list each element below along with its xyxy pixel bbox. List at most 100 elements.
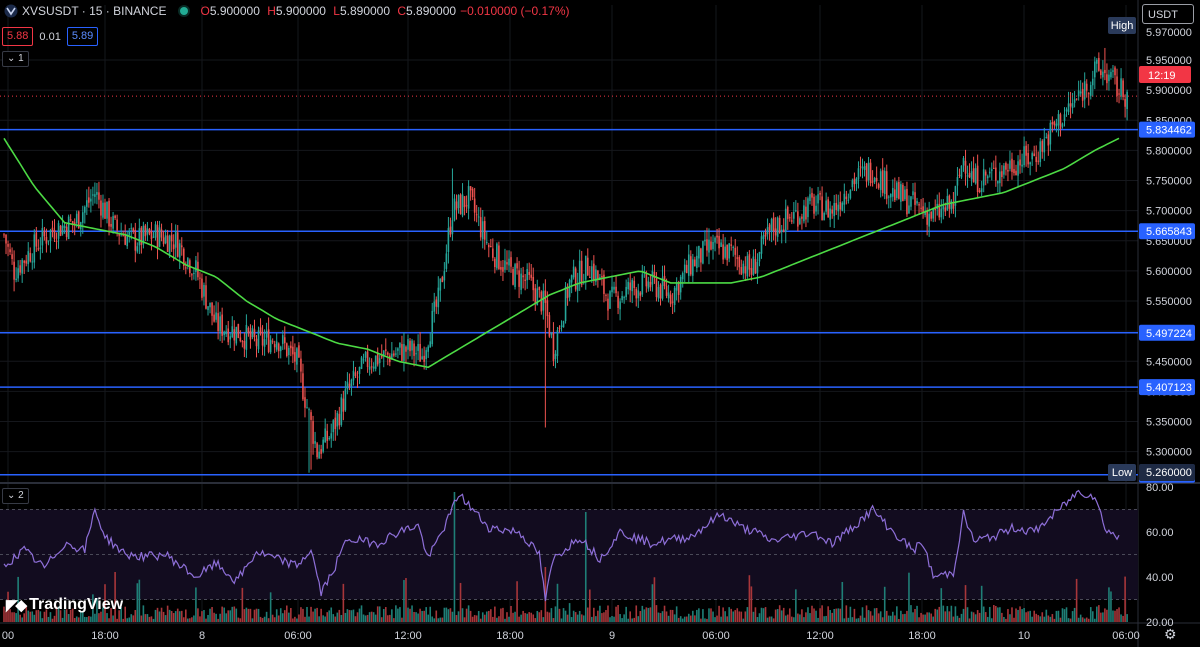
candle-body (92, 194, 94, 196)
volume-bar (116, 618, 118, 622)
volume-bar (1091, 611, 1094, 622)
candle-body (754, 259, 757, 274)
volume-bar (930, 613, 932, 622)
candle-body (952, 203, 955, 209)
candle-body (457, 195, 460, 209)
volume-bar (326, 612, 328, 622)
time-tick-label: 00 (2, 630, 14, 642)
volume-bar (683, 616, 686, 622)
candle-body (302, 373, 304, 400)
symbol-title[interactable]: XVSUSDT · 15 · BINANCE (22, 4, 167, 18)
volume-bar (881, 617, 884, 622)
volume-bar (659, 613, 662, 622)
volume-bar (96, 598, 98, 622)
volume-bar (92, 594, 94, 622)
candle-body (350, 379, 353, 387)
volume-bar (1118, 607, 1120, 622)
volume-bar (530, 612, 533, 622)
indicator-toggle-pane2[interactable]: ⌄ 2 (2, 488, 29, 504)
volume-bar (762, 608, 765, 622)
volume-bar (1057, 610, 1060, 622)
volume-bar (211, 607, 213, 622)
candle-body (19, 265, 21, 273)
volume-bar (45, 609, 48, 622)
candle-body (318, 451, 320, 459)
candle-body (700, 248, 702, 263)
tradingview-logo[interactable]: ◤◆ TradingView (6, 596, 123, 614)
volume-bar (944, 611, 947, 622)
volume-bar (346, 609, 349, 622)
candle-body (1067, 103, 1070, 113)
volume-bar (708, 608, 710, 622)
candle-body (940, 208, 943, 218)
volume-bar (336, 612, 339, 622)
volume-bar (187, 618, 189, 622)
bid-button[interactable]: 5.88 (2, 27, 34, 46)
high-tag-label: High (1111, 20, 1134, 32)
volume-bar (401, 617, 403, 622)
volume-bar (586, 607, 589, 622)
volume-bar (986, 616, 989, 622)
volume-bar (318, 616, 320, 622)
volume-bar (1039, 616, 1042, 622)
candle-body (253, 329, 256, 338)
candle-body (320, 449, 322, 454)
candle-body (360, 357, 363, 369)
volume-bar (900, 610, 902, 622)
volume-bar (104, 584, 106, 622)
ask-button[interactable]: 5.89 (66, 27, 99, 46)
candle-body (522, 275, 524, 278)
candle-body (562, 321, 565, 328)
candle-body (1043, 138, 1046, 153)
candle-body (524, 279, 526, 281)
candle-body (538, 286, 541, 290)
candle-body (463, 196, 466, 208)
time-tick-label: 18:00 (496, 630, 524, 642)
candle-body (799, 218, 801, 224)
volume-bar (696, 609, 698, 622)
candle-body (593, 263, 595, 281)
volume-bar (889, 615, 892, 622)
volume-bar (332, 614, 335, 622)
candle-body (27, 251, 30, 265)
volume-bar (764, 607, 767, 622)
volume-bar (1087, 618, 1090, 622)
candle-body (502, 267, 504, 272)
volume-bar (542, 617, 545, 622)
candle-body (690, 256, 692, 275)
volume-bar (324, 616, 326, 622)
candle-body (847, 199, 850, 201)
volume-bar (591, 616, 593, 622)
candle-body (1100, 70, 1102, 76)
volume-bar (720, 616, 722, 622)
candle-body (564, 286, 567, 322)
candle-body (536, 288, 539, 306)
candle-body (857, 168, 860, 180)
candle-body (73, 222, 76, 224)
gear-icon[interactable]: ⚙ (1164, 626, 1177, 642)
candle-body (122, 235, 124, 237)
candle-body (1031, 153, 1033, 160)
candle-body (382, 350, 385, 357)
indicator-toggle-pane1[interactable]: ⌄ 1 (2, 51, 29, 67)
candle-body (106, 201, 108, 219)
volume-bar (310, 606, 312, 622)
volume-bar (972, 612, 975, 622)
candle-body (413, 343, 415, 356)
volume-bar (294, 616, 296, 622)
candle-body (364, 352, 367, 358)
volume-bar (831, 612, 833, 622)
volume-bar (178, 611, 181, 622)
candle-body (659, 284, 662, 299)
candle-body (150, 231, 153, 240)
candle-body (348, 383, 351, 387)
candle-body (328, 438, 331, 440)
volume-bar (3, 606, 5, 622)
currency-selector[interactable]: USDT (1142, 4, 1194, 24)
candle-body (526, 269, 528, 281)
candle-body (706, 239, 708, 251)
volume-bar (108, 618, 110, 622)
candle-body (126, 234, 129, 247)
volume-bar (687, 613, 690, 622)
